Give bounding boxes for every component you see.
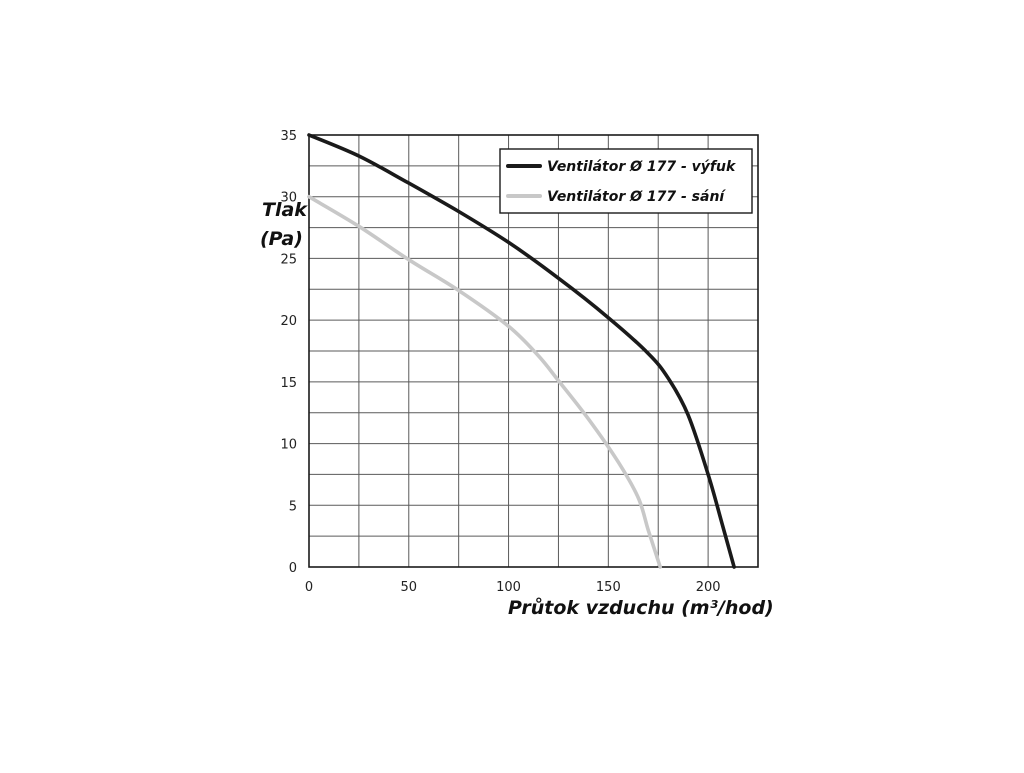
legend-box xyxy=(499,148,753,214)
series-line-sani xyxy=(307,194,662,569)
x-tick-label: 100 xyxy=(496,580,521,595)
y-tick-label: 35 xyxy=(280,129,297,144)
legend-label-sani: Ventilátor Ø 177 - sání xyxy=(547,189,726,205)
y-tick-label: 25 xyxy=(280,252,297,267)
plot-frame xyxy=(308,134,759,568)
y-tick-label: 10 xyxy=(280,438,297,453)
x-tick-label: 50 xyxy=(401,580,418,595)
x-tick-label: 150 xyxy=(596,580,621,595)
x-tick-label: 200 xyxy=(696,580,721,595)
y-tick-label: 20 xyxy=(280,314,297,329)
legend: Ventilátor Ø 177 - výfuk Ventilátor Ø 17… xyxy=(499,148,753,214)
x-axis-title: Průtok vzduchu (m³/hod) xyxy=(508,596,774,619)
y-axis-title-line2: (Pa) xyxy=(260,228,303,250)
tick-labels: 0 50 100 150 200 0 5 10 15 20 25 30 35 xyxy=(280,129,720,595)
y-tick-label: 5 xyxy=(289,499,297,514)
series-layer xyxy=(307,133,736,569)
x-tick-label: 0 xyxy=(305,580,313,595)
legend-label-vyfuk: Ventilátor Ø 177 - výfuk xyxy=(547,159,737,175)
y-axis-title-line1: Tlak xyxy=(262,199,308,221)
y-tick-label: 30 xyxy=(280,191,297,206)
y-tick-label: 15 xyxy=(280,376,297,391)
series-line-vyfuk xyxy=(307,133,736,569)
y-tick-label: 0 xyxy=(289,561,297,576)
